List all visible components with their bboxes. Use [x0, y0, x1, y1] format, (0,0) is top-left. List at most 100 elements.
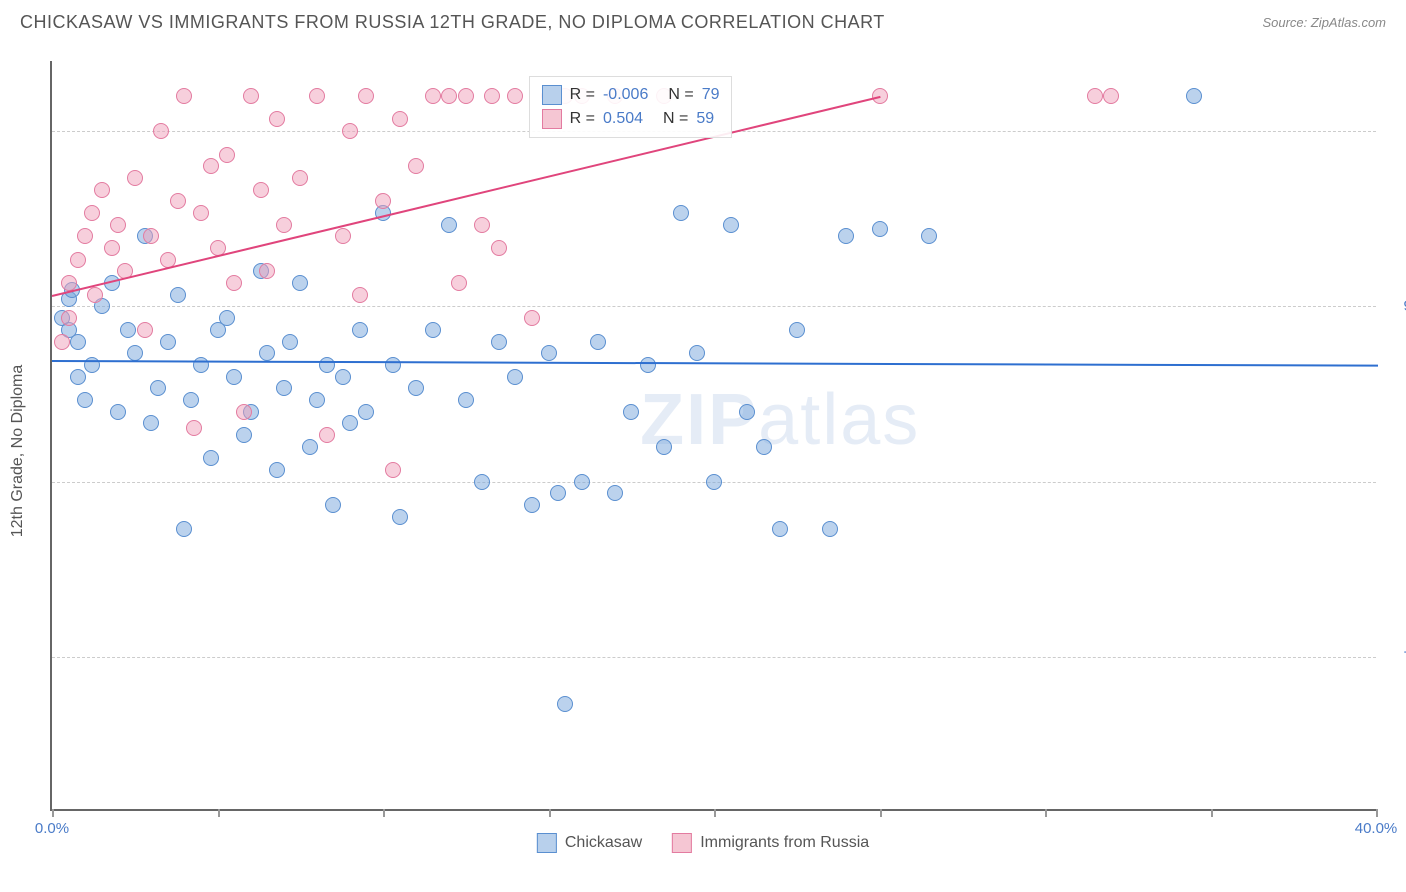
data-point [358, 88, 374, 104]
data-point [143, 228, 159, 244]
data-point [342, 123, 358, 139]
data-point [723, 217, 739, 233]
data-point [474, 474, 490, 490]
data-point [574, 474, 590, 490]
stats-r-value: -0.006 [603, 86, 648, 104]
data-point [54, 334, 70, 350]
plot-area: ZIPatlas 77.5%92.5%0.0%40.0%R =-0.006N =… [50, 61, 1376, 811]
data-point [385, 462, 401, 478]
data-point [219, 310, 235, 326]
data-point [706, 474, 722, 490]
gridline-h [52, 657, 1376, 658]
x-tick [383, 809, 385, 817]
data-point [590, 334, 606, 350]
source-attribution: Source: ZipAtlas.com [1262, 15, 1386, 30]
data-point [203, 450, 219, 466]
data-point [183, 392, 199, 408]
data-point [872, 221, 888, 237]
data-point [61, 310, 77, 326]
data-point [451, 275, 467, 291]
data-point [236, 404, 252, 420]
data-point [385, 357, 401, 373]
data-point [921, 228, 937, 244]
data-point [491, 240, 507, 256]
legend-swatch [537, 833, 557, 853]
data-point [269, 111, 285, 127]
x-tick [52, 809, 54, 817]
data-point [276, 380, 292, 396]
data-point [309, 392, 325, 408]
stats-r-label: R = [570, 86, 595, 104]
data-point [153, 123, 169, 139]
data-point [408, 158, 424, 174]
data-point [137, 322, 153, 338]
data-point [186, 420, 202, 436]
watermark: ZIPatlas [640, 379, 920, 461]
data-point [77, 228, 93, 244]
data-point [507, 88, 523, 104]
y-tick-label: 92.5% [1386, 298, 1406, 315]
data-point [392, 509, 408, 525]
data-point [170, 287, 186, 303]
data-point [292, 170, 308, 186]
data-point [474, 217, 490, 233]
data-point [226, 275, 242, 291]
data-point [458, 392, 474, 408]
chart-container: 12th Grade, No Diploma ZIPatlas 77.5% 92.… [0, 41, 1406, 861]
stats-r-value: 0.504 [603, 110, 643, 128]
data-point [524, 310, 540, 326]
stats-n-value: 79 [702, 86, 720, 104]
header-bar: CHICKASAW VS IMMIGRANTS FROM RUSSIA 12TH… [0, 0, 1406, 41]
data-point [335, 369, 351, 385]
data-point [358, 404, 374, 420]
data-point [342, 415, 358, 431]
data-point [226, 369, 242, 385]
stats-swatch [542, 85, 562, 105]
data-point [392, 111, 408, 127]
data-point [259, 345, 275, 361]
data-point [524, 497, 540, 513]
data-point [170, 193, 186, 209]
data-point [70, 252, 86, 268]
data-point [352, 322, 368, 338]
data-point [143, 415, 159, 431]
data-point [236, 427, 252, 443]
data-point [673, 205, 689, 221]
data-point [458, 88, 474, 104]
data-point [127, 170, 143, 186]
data-point [789, 322, 805, 338]
data-point [203, 158, 219, 174]
x-tick [1376, 809, 1378, 817]
data-point [94, 182, 110, 198]
data-point [507, 369, 523, 385]
data-point [243, 88, 259, 104]
data-point [352, 287, 368, 303]
legend-item: Chickasaw [537, 833, 642, 853]
stats-row: R = -0.006 N = 79 [542, 83, 720, 107]
data-point [176, 88, 192, 104]
data-point [150, 380, 166, 396]
legend-swatch [672, 833, 692, 853]
data-point [160, 334, 176, 350]
data-point [772, 521, 788, 537]
y-tick-label: 77.5% [1386, 649, 1406, 666]
data-point [269, 462, 285, 478]
legend-item: Immigrants from Russia [672, 833, 869, 853]
data-point [656, 439, 672, 455]
data-point [623, 404, 639, 420]
data-point [541, 345, 557, 361]
y-axis-label: 12th Grade, No Diploma [9, 365, 27, 538]
data-point [219, 147, 235, 163]
data-point [104, 240, 120, 256]
x-tick [880, 809, 882, 817]
x-tick-label: 40.0% [1355, 820, 1398, 837]
legend: Chickasaw Immigrants from Russia [537, 833, 869, 853]
stats-n-label: N = [668, 86, 693, 104]
x-tick [218, 809, 220, 817]
data-point [484, 88, 500, 104]
data-point [309, 88, 325, 104]
chart-title: CHICKASAW VS IMMIGRANTS FROM RUSSIA 12TH… [20, 12, 885, 33]
data-point [1087, 88, 1103, 104]
x-tick-label: 0.0% [35, 820, 69, 837]
x-tick [1045, 809, 1047, 817]
